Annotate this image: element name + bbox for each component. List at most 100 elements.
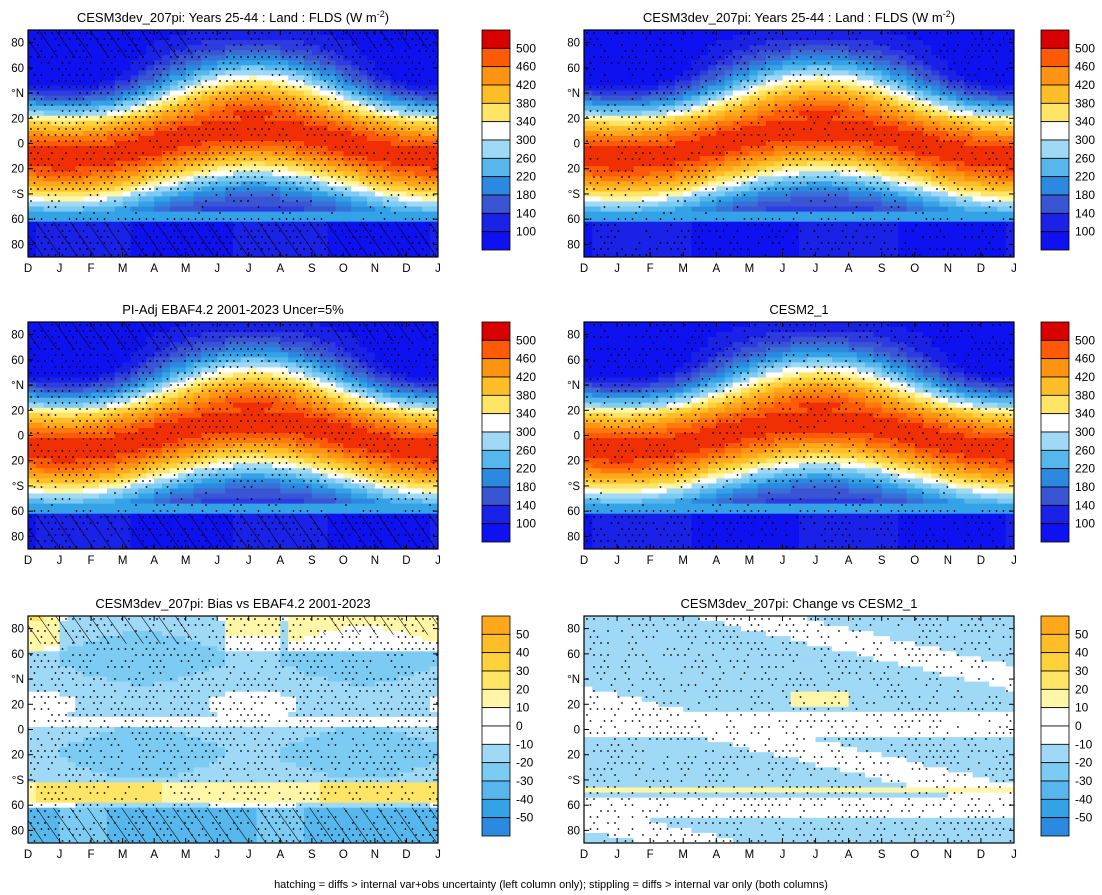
heat-cell xyxy=(367,191,376,198)
heat-cell xyxy=(390,60,400,66)
heat-cell xyxy=(67,181,76,187)
heat-cell xyxy=(51,161,61,167)
heat-cell xyxy=(351,211,360,218)
stipple-dot xyxy=(292,122,295,124)
stipple-dot xyxy=(429,152,431,154)
heat-cell xyxy=(311,211,321,218)
stipple-dot xyxy=(187,158,190,160)
heat-cell xyxy=(225,201,234,208)
heat-cell xyxy=(217,216,226,223)
heat-cell xyxy=(233,211,242,218)
heat-cell xyxy=(343,80,352,87)
heat-cell xyxy=(625,85,635,92)
heat-cell xyxy=(757,140,767,147)
heat-cell xyxy=(319,186,329,193)
heat-cell xyxy=(584,100,593,107)
heat-cell xyxy=(106,55,116,61)
heat-cell xyxy=(666,45,676,51)
stipple-dot xyxy=(334,74,337,76)
heat-cell xyxy=(625,171,635,177)
heat-cell xyxy=(584,110,593,117)
heat-cell xyxy=(75,60,84,66)
stipple-dot xyxy=(33,146,36,148)
heat-cell xyxy=(650,216,660,223)
heat-cell xyxy=(608,60,618,66)
heat-cell xyxy=(774,171,784,177)
heat-cell xyxy=(35,135,45,142)
heat-cell xyxy=(765,191,775,198)
heat-cell xyxy=(35,75,45,82)
heat-cell xyxy=(264,65,274,71)
heat-cell xyxy=(749,161,759,167)
heat-cell xyxy=(240,191,250,198)
heat-cell xyxy=(43,171,53,177)
stipple-dot xyxy=(170,104,172,106)
heat-cell xyxy=(225,75,234,82)
stipple-dot xyxy=(114,68,116,70)
heat-cell xyxy=(741,75,750,82)
heat-cell xyxy=(98,146,108,152)
stipple-dot xyxy=(37,188,39,190)
heat-cell xyxy=(240,75,250,82)
heat-cell xyxy=(633,161,643,167)
colorbar-box xyxy=(481,157,511,178)
heat-cell xyxy=(303,171,313,177)
stipple-dot xyxy=(138,194,141,196)
stipple-dot xyxy=(247,188,249,190)
heat-cell xyxy=(288,156,297,162)
heat-cell xyxy=(430,130,438,137)
heat-cell xyxy=(666,151,676,157)
heat-cell xyxy=(169,191,179,198)
heat-cell xyxy=(749,231,759,238)
heat-cell xyxy=(43,161,53,167)
stipple-dot xyxy=(40,98,43,100)
heat-cell xyxy=(592,140,602,147)
heat-cell xyxy=(75,115,84,122)
heat-cell xyxy=(130,191,139,198)
stipple-dot xyxy=(149,116,151,118)
heat-cell xyxy=(280,171,289,177)
heat-cell xyxy=(185,95,195,102)
heat-cell xyxy=(280,55,289,61)
heat-cell xyxy=(154,85,163,92)
heat-cell xyxy=(272,80,281,87)
heat-cell xyxy=(382,95,392,102)
heat-cell xyxy=(390,120,400,127)
stipple-dot xyxy=(103,86,106,88)
heat-cell xyxy=(650,30,660,36)
heat-cell xyxy=(351,156,360,162)
heat-cell xyxy=(209,85,218,92)
heat-cell xyxy=(28,110,37,117)
heat-cell xyxy=(351,186,360,193)
heat-cell xyxy=(319,130,329,137)
heat-cell xyxy=(716,85,726,92)
heat-cell xyxy=(757,156,767,162)
heat-cell xyxy=(146,161,155,167)
heat-cell xyxy=(272,30,281,36)
heat-cell xyxy=(592,201,602,208)
heat-cell xyxy=(716,65,726,71)
heat-cell xyxy=(359,166,368,172)
heat-cell xyxy=(256,70,266,76)
heat-cell xyxy=(98,151,108,157)
heat-cell xyxy=(335,85,344,92)
heat-cell xyxy=(699,30,709,36)
heat-cell xyxy=(217,80,226,87)
stipple-dot xyxy=(278,62,281,64)
heat-cell xyxy=(193,156,203,162)
stipple-dot xyxy=(30,152,32,154)
stipple-dot xyxy=(117,98,120,100)
heat-cell xyxy=(757,201,767,208)
heat-cell xyxy=(233,70,242,76)
heat-cell xyxy=(130,206,139,213)
heat-cell xyxy=(765,246,775,253)
heat-cell xyxy=(75,176,84,182)
stipple-dot xyxy=(440,230,442,232)
heat-cell xyxy=(699,191,709,198)
stipple-dot xyxy=(429,188,431,190)
heat-cell xyxy=(774,221,784,228)
heat-cell xyxy=(600,50,610,56)
heat-cell xyxy=(335,105,344,112)
heat-cell xyxy=(600,236,610,243)
heat-cell xyxy=(59,105,69,112)
